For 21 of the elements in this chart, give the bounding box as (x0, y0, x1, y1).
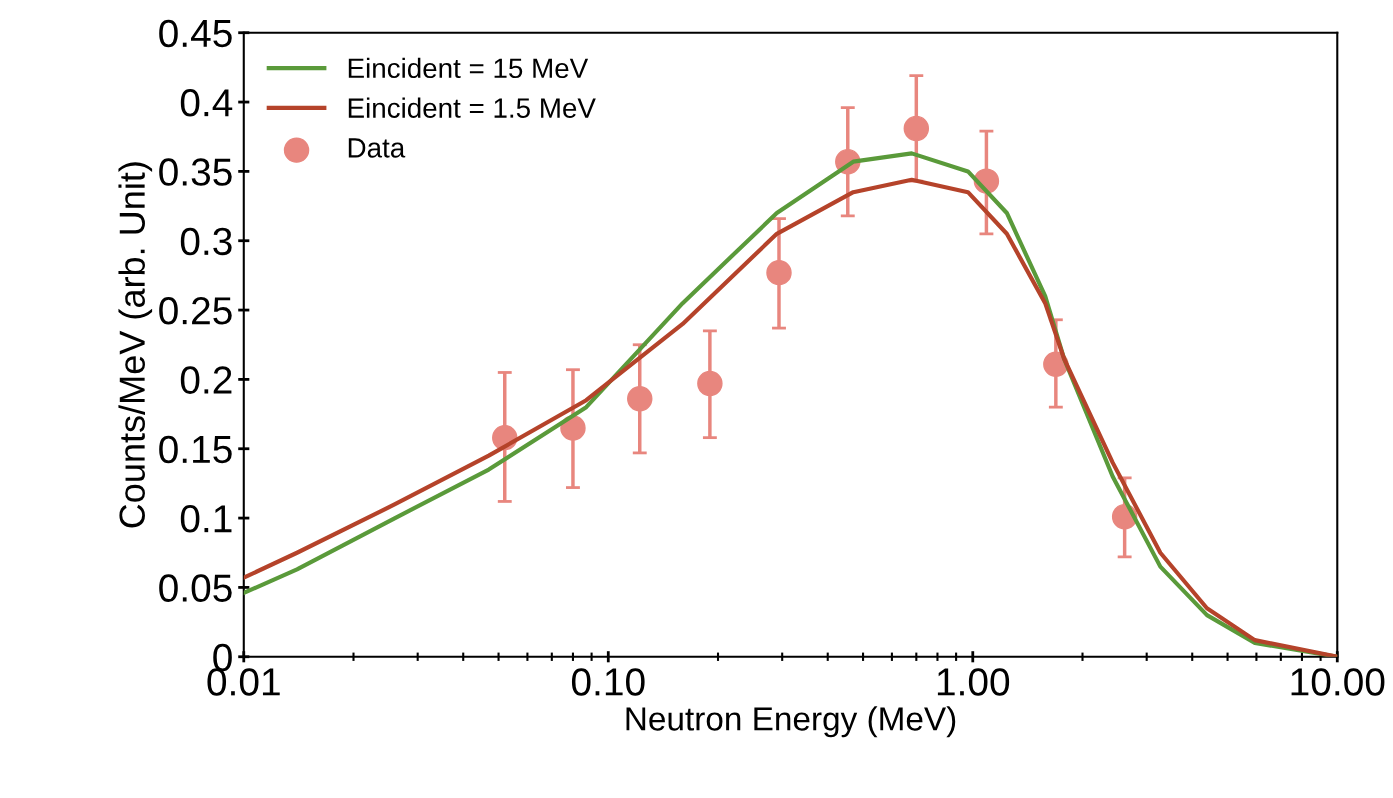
legend-label: Data (348, 138, 406, 158)
legend-label: Eincident = 15 MeV (348, 57, 589, 79)
y-tick-label: 0.35 (159, 158, 232, 186)
y-tick-label: 0.05 (159, 574, 232, 602)
x-tick-label: 1.00 (937, 668, 1010, 696)
point (766, 259, 792, 286)
y-tick-label: 0.1 (180, 505, 232, 533)
y-tick-label: 0.45 (159, 19, 232, 48)
legend-label: Eincident = 1.5 MeV (348, 97, 596, 118)
y-tick-label: 0.25 (159, 297, 232, 325)
y-axis-title: Counts/MeV (arb. Unit) (118, 162, 153, 528)
point (697, 370, 723, 397)
y-tick-label: 0.2 (180, 366, 232, 394)
x-axis-title: Neutron Energy (MeV) (626, 706, 956, 738)
y-tick-label: 0.4 (180, 88, 233, 117)
point (627, 386, 653, 412)
y-tick-label: 0.15 (159, 435, 232, 464)
x-tick-label: 0.10 (571, 668, 645, 696)
point (903, 115, 930, 142)
y-tick-label: 0.3 (180, 227, 232, 256)
x-tick-label: 10.00 (1291, 668, 1385, 696)
